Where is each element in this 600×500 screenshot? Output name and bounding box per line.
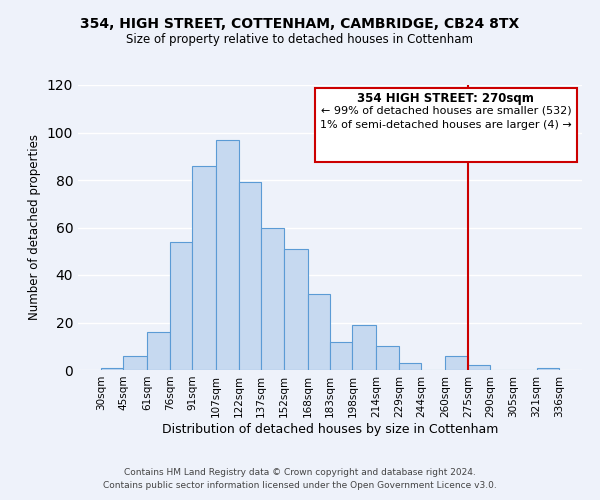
- Text: ← 99% of detached houses are smaller (532): ← 99% of detached houses are smaller (53…: [320, 106, 571, 116]
- Bar: [445, 356, 468, 370]
- Bar: [399, 363, 421, 370]
- Text: 354 HIGH STREET: 270sqm: 354 HIGH STREET: 270sqm: [358, 92, 535, 105]
- Bar: [468, 365, 490, 370]
- Bar: [124, 356, 148, 370]
- Bar: [261, 228, 284, 370]
- Text: 354, HIGH STREET, COTTENHAM, CAMBRIDGE, CB24 8TX: 354, HIGH STREET, COTTENHAM, CAMBRIDGE, …: [80, 18, 520, 32]
- Bar: [284, 249, 308, 370]
- Text: Size of property relative to detached houses in Cottenham: Size of property relative to detached ho…: [127, 32, 473, 46]
- Bar: [216, 140, 239, 370]
- Bar: [192, 166, 216, 370]
- Bar: [536, 368, 559, 370]
- X-axis label: Distribution of detached houses by size in Cottenham: Distribution of detached houses by size …: [162, 422, 498, 436]
- Text: Contains public sector information licensed under the Open Government Licence v3: Contains public sector information licen…: [103, 480, 497, 490]
- Bar: [239, 182, 261, 370]
- Text: Contains HM Land Registry data © Crown copyright and database right 2024.: Contains HM Land Registry data © Crown c…: [124, 468, 476, 477]
- Bar: [308, 294, 330, 370]
- Bar: [376, 346, 399, 370]
- Bar: [148, 332, 170, 370]
- Text: 1% of semi-detached houses are larger (4) →: 1% of semi-detached houses are larger (4…: [320, 120, 572, 130]
- Bar: [330, 342, 352, 370]
- Bar: [101, 368, 124, 370]
- Bar: [170, 242, 192, 370]
- Y-axis label: Number of detached properties: Number of detached properties: [28, 134, 41, 320]
- Bar: [352, 325, 376, 370]
